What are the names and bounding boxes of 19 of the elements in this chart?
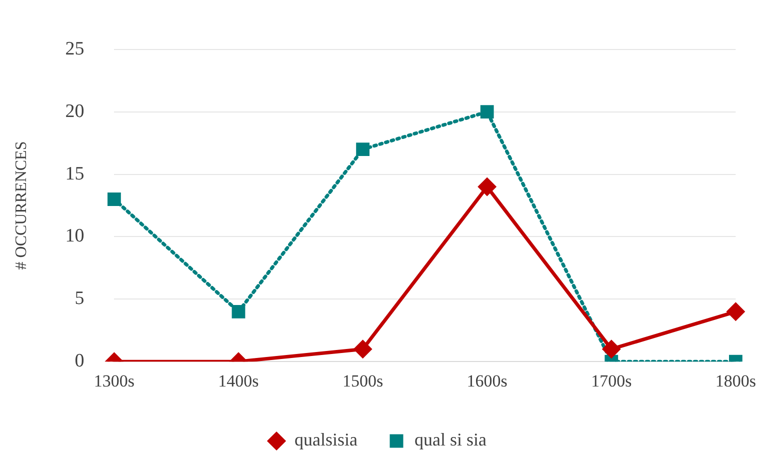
y-axis-title: # OCCURRENCES <box>12 141 30 270</box>
point <box>108 192 121 206</box>
point <box>356 142 370 156</box>
legend-label: qual si sia <box>414 430 486 450</box>
x-tick-label: 1600s <box>466 371 508 390</box>
x-tick-label: 1700s <box>591 371 632 390</box>
y-tick-label: 0 <box>74 350 84 372</box>
legend-label: qualsisia <box>294 430 358 450</box>
x-tick-label: 1300s <box>94 371 135 390</box>
x-tick-label: 1500s <box>342 371 384 390</box>
y-tick-label: 5 <box>74 288 84 310</box>
x-tick-label: 1800s <box>715 371 756 390</box>
y-tick-label: 25 <box>65 38 84 60</box>
x-tick-label: 1400s <box>218 371 259 390</box>
y-tick-label: 10 <box>65 226 84 247</box>
y-tick-label: 15 <box>65 163 84 184</box>
point <box>478 178 496 196</box>
point <box>480 105 494 119</box>
y-tick-label: 20 <box>65 100 84 122</box>
